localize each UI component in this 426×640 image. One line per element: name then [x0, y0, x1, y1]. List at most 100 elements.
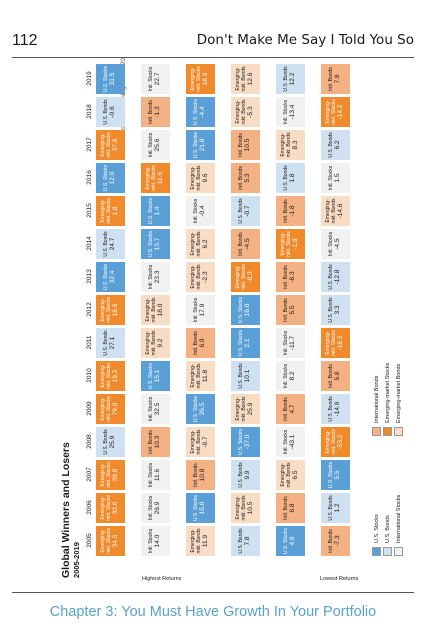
page-number: 112: [12, 32, 38, 49]
return-cell: U.S. Bonds 10.1: [231, 361, 260, 391]
return-cell: Emerging-mkt. Bonds 9.2: [141, 328, 170, 358]
asset-class-label: Emerging-mkt. Bonds: [190, 429, 202, 455]
return-value: -4.4: [199, 106, 207, 118]
return-cell: U.S. Stocks 2.1: [231, 328, 260, 358]
year-label: 2006: [86, 500, 93, 515]
return-value: 14.0: [154, 534, 162, 548]
return-cell: Emerging-mkt. Stocks -53.2: [321, 427, 350, 457]
return-cell: U.S. Bonds -12.8: [321, 262, 350, 292]
return-cell: Intl. Stocks 22.7: [141, 64, 170, 94]
return-cell: Intl. Stocks 8.2: [276, 361, 305, 391]
return-value: 12.6: [246, 72, 254, 86]
return-cell: U.S. Stocks 5.5: [321, 460, 350, 490]
return-value: 11.6: [156, 171, 164, 185]
asset-class-label: Emerging-mkt. Bonds: [145, 330, 157, 356]
legend-item: Emerging-market Stocks: [383, 363, 392, 436]
return-cell: U.S. Bonds 3.3: [321, 295, 350, 325]
return-value: 1.8: [289, 173, 297, 183]
return-value: -18.2: [336, 335, 344, 351]
return-cell: Emerging-mkt. Bonds -5.3: [231, 97, 260, 127]
return-cell: Intl. Bonds 10.3: [141, 427, 170, 457]
year-label: 2017: [86, 137, 93, 152]
return-value: 25.9: [109, 435, 117, 449]
asset-class-label: Emerging-mkt. Stocks: [100, 396, 112, 422]
legend-item: International Bonds: [372, 376, 381, 436]
return-cell: Emerging-mkt. Stocks -18.2: [321, 328, 350, 358]
return-value: 18.9: [201, 72, 209, 86]
return-value: 10.3: [154, 435, 162, 449]
return-value: 10.5: [246, 501, 254, 515]
returns-axis: Highest Returns Lowest Returns: [100, 566, 370, 582]
asset-class-label: Emerging-mkt. Stocks: [190, 66, 202, 92]
return-value: 25.6: [154, 138, 162, 152]
return-value: -8.3: [289, 271, 297, 283]
return-cell: Intl. Bonds 6.8: [276, 493, 305, 523]
year-label: 2019: [86, 71, 93, 86]
return-cell: Intl. Bonds -1.8: [276, 196, 305, 226]
return-value: 10.8: [199, 468, 207, 482]
return-cell: U.S. Stocks 1.4: [141, 196, 170, 226]
return-cell: Intl. Stocks 14.0: [141, 526, 170, 556]
figure-subtitle: 2005-2019: [72, 542, 81, 578]
year-label: 2011: [86, 335, 93, 350]
return-value: 10.5: [244, 138, 252, 152]
header-rule: [12, 57, 414, 58]
asset-class-label: Emerging-mkt. Bonds: [190, 165, 202, 191]
return-value: 15.8: [199, 501, 207, 515]
legend-item: International Stocks: [394, 495, 403, 556]
return-cell: U.S. Stocks -37.0: [231, 427, 260, 457]
year-label: 2008: [86, 434, 93, 449]
page-header: 112 Don't Make Me Say I Told You So: [12, 30, 414, 52]
return-value: 1.5: [334, 173, 342, 183]
asset-class-label: Emerging-mkt. Bonds: [235, 99, 247, 125]
figure: Global Winners and Losers 2005-2019 Sour…: [60, 58, 408, 582]
return-value: -14.9: [334, 401, 342, 417]
return-value: 34.5: [111, 534, 119, 548]
year-label: 2013: [86, 269, 93, 284]
legend-swatch: [394, 427, 403, 436]
year-label: 2009: [86, 401, 93, 416]
return-value: 22.7: [154, 72, 162, 86]
return-value: 1.8: [111, 206, 119, 216]
return-value: -14.2: [336, 104, 344, 120]
return-value: -4.5: [334, 238, 342, 250]
return-cell: U.S. Stocks 21.8: [186, 130, 215, 160]
running-title: Don't Make Me Say I Told You So: [196, 32, 414, 48]
return-cell: U.S. Bonds 6.2: [321, 130, 350, 160]
return-value: 18.6: [111, 303, 119, 317]
return-cell: U.S. Stocks 26.5: [186, 394, 215, 424]
return-value: -1.8: [289, 205, 297, 217]
return-cell: Intl. Stocks 23.3: [141, 262, 170, 292]
return-cell: Emerging-mkt. Stocks 39.8: [96, 460, 125, 490]
return-value: 7.9: [334, 74, 342, 84]
return-value: 26.9: [154, 501, 162, 515]
return-value: -13.4: [289, 104, 297, 120]
year-header-row: 2005 2006 2007 2008 2009 2010 2011 2012 2013 2014…: [86, 60, 96, 556]
asset-class-label: Emerging-mkt. Bonds: [235, 66, 247, 92]
asset-class-label: Emerging-mkt. Bonds: [190, 363, 202, 389]
return-cell: Intl. Stocks 11.6: [141, 460, 170, 490]
legend-item: U.S. Bonds: [383, 515, 392, 556]
year-label: 2014: [86, 236, 93, 251]
return-cell: U.S. Bonds 24.7: [96, 229, 125, 259]
return-cell: U.S. Bonds -0.6: [96, 97, 125, 127]
asset-class-label: Emerging-mkt. Stocks: [325, 429, 337, 455]
return-cell: U.S. Bonds 7.8: [231, 526, 260, 556]
return-cell: Intl. Bonds 6.9: [186, 328, 215, 358]
return-cell: Intl. Bonds 7.9: [321, 64, 350, 94]
return-cell: U.S. Stocks 12.0: [96, 163, 125, 193]
legend-label: International Stocks: [395, 494, 402, 543]
return-cell: Intl. Bonds -4.5: [231, 229, 260, 259]
return-cell: Intl. Stocks 32.5: [141, 394, 170, 424]
chapter-footer: Chapter 3: You Must Have Growth In Your …: [49, 604, 377, 620]
return-value: 32.6: [111, 501, 119, 515]
return-value: 31.5: [109, 72, 117, 86]
asset-class-label: Emerging-mkt. Bonds: [190, 231, 202, 257]
return-cell: Intl. Stocks 26.9: [141, 493, 170, 523]
return-value: -0.6: [109, 106, 117, 118]
asset-class-label: Emerging-mkt. Stocks: [235, 264, 247, 290]
return-value: 9.2: [156, 338, 164, 348]
return-cell: Emerging-mkt. Bonds 9.6: [186, 163, 215, 193]
return-cell: Intl. Bonds 5.5: [276, 295, 305, 325]
return-value: 32.4: [109, 270, 117, 284]
